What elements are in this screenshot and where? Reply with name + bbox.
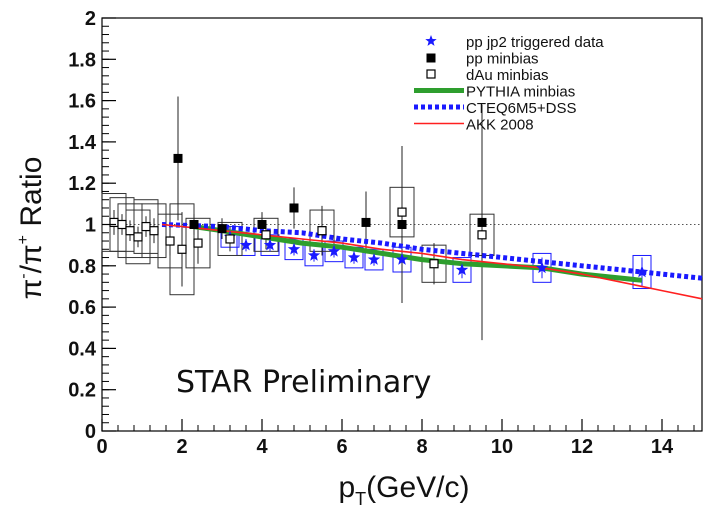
- legend-label: CTEQ6M5+DSS: [466, 100, 576, 117]
- data-point-filled-square: [173, 153, 183, 163]
- data-point-star: [347, 251, 361, 263]
- x-tick-label: 0: [96, 436, 107, 458]
- data-point-open-square: [109, 217, 119, 228]
- x-tick-label: 6: [336, 436, 347, 458]
- y-axis-title-minus-sign: -: [15, 273, 32, 278]
- data-point-open-square: [429, 259, 439, 269]
- data-point-filled-square: [361, 217, 371, 227]
- legend-star-icon: [425, 35, 437, 46]
- data-point-star: [635, 265, 649, 278]
- data-point-open-square: [117, 219, 127, 230]
- star-preliminary-annotation: STAR Preliminary: [176, 365, 431, 400]
- y-tick-label: 0.6: [68, 297, 96, 319]
- data-point-filled-square: [257, 220, 267, 229]
- data-point-filled-square: [217, 224, 227, 234]
- legend-label: pp jp2 triggered data: [466, 34, 604, 51]
- data-point-star: [535, 261, 549, 274]
- y-axis-title-slash-pi: /π: [15, 244, 48, 273]
- y-tick-label: 1: [85, 215, 96, 237]
- legend-filled-square-icon: [426, 53, 436, 63]
- legend-open-square-icon: [426, 69, 436, 79]
- systematic-boxes-layer: [101, 186, 652, 296]
- data-point-open-square: [125, 226, 135, 236]
- systematic-box: [217, 221, 243, 256]
- x-tick-label: 8: [416, 436, 427, 458]
- axes-layer: 0 2 4 6 8 10 12 14 0 0.2 0.4 0.6 0.8 1 1.2 1.4 1.6 1.8 2: [68, 8, 695, 458]
- y-axis-title-pi-minus: π: [15, 279, 48, 300]
- y-tick-label: 0.2: [68, 380, 96, 402]
- x-tick-label: 14: [651, 436, 674, 458]
- data-point-open-square: [141, 221, 151, 232]
- y-tick-label: 0.8: [68, 256, 96, 278]
- data-point-star: [455, 263, 469, 276]
- data-point-star: [395, 253, 409, 265]
- legend-label: AKK 2008: [466, 117, 534, 134]
- data-point-open-square: [149, 226, 159, 236]
- data-point-filled-square: [397, 220, 407, 229]
- legend-label: PYTHIA minbias: [466, 84, 575, 101]
- data-point-star: [287, 242, 301, 255]
- x-axis-title-main: p: [338, 471, 355, 504]
- data-point-open-square: [397, 207, 407, 217]
- y-tick-label: 1.2: [68, 173, 96, 195]
- data-point-open-square: [193, 238, 203, 248]
- data-point-star: [239, 238, 253, 251]
- markers-layer: [109, 153, 649, 278]
- data-point-open-square: [477, 230, 487, 240]
- data-point-open-square: [317, 226, 327, 236]
- x-tick-label: 12: [571, 436, 593, 458]
- y-tick-label: 2: [85, 8, 96, 30]
- data-point-open-square: [177, 244, 187, 254]
- x-tick-label: 10: [491, 436, 513, 458]
- data-point-filled-square: [189, 220, 199, 229]
- systematic-box: [452, 257, 472, 283]
- data-point-open-square: [133, 232, 143, 242]
- data-point-star: [367, 253, 381, 265]
- data-point-filled-square: [289, 203, 299, 213]
- y-axis-title: π-/π+ Ratio: [15, 157, 48, 300]
- y-axis-title-ratio: Ratio: [15, 157, 48, 235]
- y-tick-label: 1.4: [68, 132, 97, 154]
- y-tick-label: 1.8: [68, 49, 96, 71]
- legend-label: dAu minbias: [466, 67, 549, 84]
- y-tick-label: 1.6: [68, 91, 96, 113]
- data-point-star: [327, 244, 341, 257]
- data-point-star: [263, 238, 277, 251]
- y-tick-label: 0: [85, 421, 96, 443]
- systematic-box: [364, 248, 384, 271]
- x-tick-label: 2: [176, 436, 187, 458]
- x-axis-title-units: (GeV/c): [366, 471, 469, 504]
- y-axis-title-plus-sign: +: [15, 235, 32, 244]
- data-point-open-square: [261, 230, 271, 240]
- x-axis-title-subscript: T: [355, 489, 366, 508]
- data-point-open-square: [165, 236, 175, 246]
- legend-label: pp minbias: [466, 51, 539, 68]
- x-tick-label: 4: [256, 436, 268, 458]
- systematic-box: [125, 209, 151, 265]
- x-axis-title: pT(GeV/c): [338, 471, 469, 508]
- y-tick-label: 0.4: [68, 338, 97, 360]
- data-point-filled-square: [477, 217, 487, 227]
- systematic-box: [185, 217, 211, 269]
- data-point-open-square: [225, 234, 235, 244]
- data-point-star: [307, 249, 321, 261]
